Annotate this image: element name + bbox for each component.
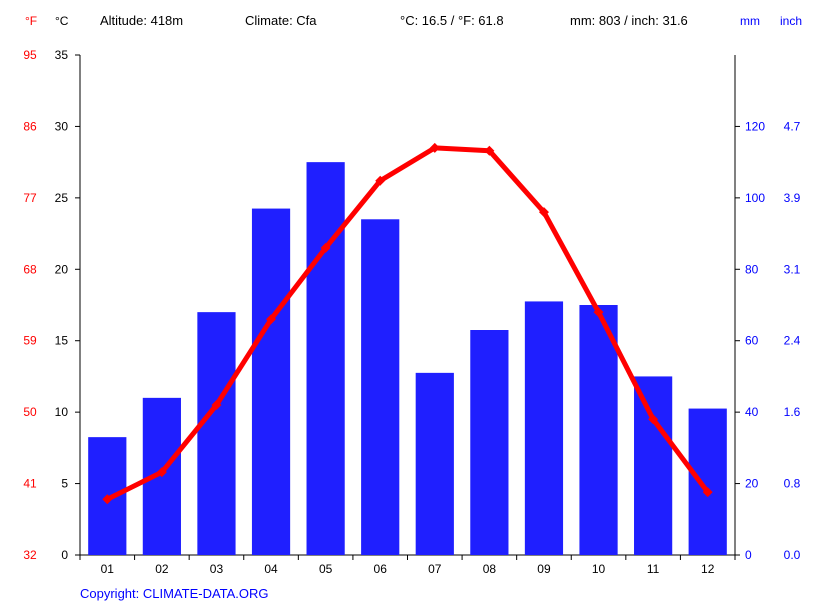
f-tick: 50 bbox=[23, 405, 37, 419]
mm-tick: 0 bbox=[745, 548, 752, 562]
copyright-label: Copyright: CLIMATE-DATA.ORG bbox=[80, 586, 269, 601]
month-label: 12 bbox=[701, 562, 715, 576]
celsius-unit: °C bbox=[55, 14, 69, 28]
precip-bar bbox=[197, 312, 235, 555]
c-tick: 20 bbox=[55, 262, 69, 276]
month-label: 09 bbox=[537, 562, 551, 576]
month-label: 05 bbox=[319, 562, 333, 576]
c-tick: 25 bbox=[55, 191, 69, 205]
f-tick: 86 bbox=[23, 119, 37, 133]
precip-bar bbox=[307, 162, 345, 555]
c-tick: 0 bbox=[61, 548, 68, 562]
inch-tick: 0.8 bbox=[784, 477, 801, 491]
mm-tick: 40 bbox=[745, 405, 759, 419]
inch-tick: 4.7 bbox=[784, 119, 801, 133]
c-tick: 35 bbox=[55, 48, 69, 62]
c-tick: 5 bbox=[61, 477, 68, 491]
mm-tick: 60 bbox=[745, 334, 759, 348]
inch-tick: 0.0 bbox=[784, 548, 801, 562]
c-tick: 10 bbox=[55, 405, 69, 419]
inch-tick: 3.1 bbox=[784, 262, 801, 276]
f-tick: 77 bbox=[23, 191, 37, 205]
precip-bar bbox=[470, 330, 508, 555]
mm-tick: 80 bbox=[745, 262, 759, 276]
month-label: 07 bbox=[428, 562, 442, 576]
month-label: 08 bbox=[483, 562, 497, 576]
month-label: 11 bbox=[647, 562, 660, 576]
inch-tick: 1.6 bbox=[784, 405, 801, 419]
f-tick: 68 bbox=[23, 262, 37, 276]
fahrenheit-unit: °F bbox=[25, 14, 37, 28]
c-tick: 30 bbox=[55, 119, 69, 133]
precip-avg-label: mm: 803 / inch: 31.6 bbox=[570, 13, 688, 28]
inch-unit: inch bbox=[780, 14, 802, 28]
month-label: 02 bbox=[155, 562, 169, 576]
inch-tick: 2.4 bbox=[784, 334, 801, 348]
month-label: 06 bbox=[374, 562, 388, 576]
mm-tick: 120 bbox=[745, 119, 765, 133]
month-label: 10 bbox=[592, 562, 606, 576]
mm-tick: 100 bbox=[745, 191, 765, 205]
precip-bar bbox=[525, 301, 563, 555]
mm-unit: mm bbox=[740, 14, 760, 28]
month-label: 01 bbox=[101, 562, 115, 576]
month-label: 04 bbox=[264, 562, 278, 576]
climate-chart: Altitude: 418m Climate: Cfa °C: 16.5 / °F:… bbox=[0, 0, 815, 611]
chart-svg: Altitude: 418m Climate: Cfa °C: 16.5 / °F:… bbox=[0, 0, 815, 611]
f-tick: 32 bbox=[23, 548, 37, 562]
f-tick: 59 bbox=[23, 334, 37, 348]
f-tick: 95 bbox=[23, 48, 37, 62]
temp-avg-label: °C: 16.5 / °F: 61.8 bbox=[400, 13, 504, 28]
mm-tick: 20 bbox=[745, 477, 759, 491]
climate-label: Climate: Cfa bbox=[245, 13, 317, 28]
month-label: 03 bbox=[210, 562, 224, 576]
precip-bar bbox=[689, 409, 727, 555]
altitude-label: Altitude: 418m bbox=[100, 13, 183, 28]
f-tick: 41 bbox=[23, 477, 37, 491]
precip-bar bbox=[416, 373, 454, 555]
precip-bar bbox=[634, 376, 672, 555]
precip-bar bbox=[252, 209, 290, 555]
c-tick: 15 bbox=[55, 334, 69, 348]
precip-bar bbox=[361, 219, 399, 555]
inch-tick: 3.9 bbox=[784, 191, 801, 205]
